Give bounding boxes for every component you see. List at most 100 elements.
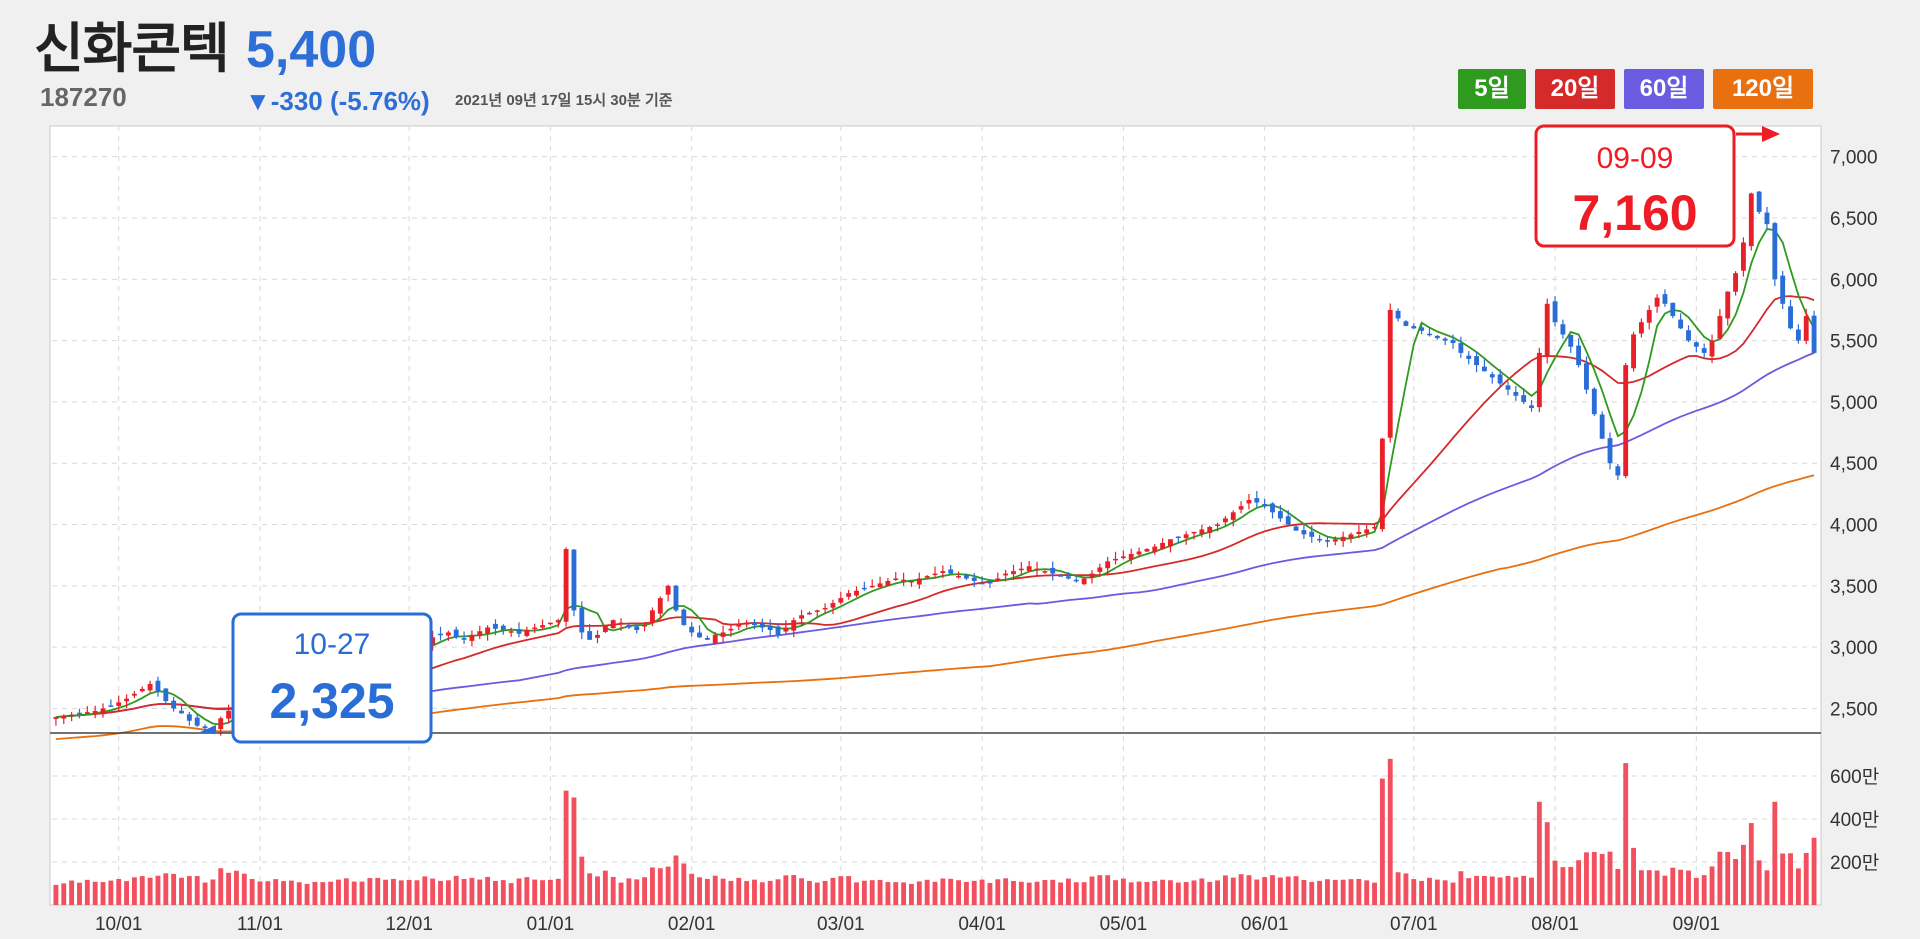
candle-body	[673, 585, 679, 611]
candle-body	[1654, 297, 1660, 307]
volume-bar	[406, 879, 412, 905]
candle-body	[1772, 223, 1778, 280]
volume-bar	[1034, 881, 1040, 905]
volume-bar	[500, 880, 506, 905]
candle-body	[485, 627, 491, 634]
candle-body	[155, 680, 161, 692]
candle-body	[1701, 348, 1707, 353]
candle-body	[516, 629, 522, 634]
candle-body	[477, 631, 483, 637]
volume-bar	[1497, 877, 1503, 905]
ma5-legend-button[interactable]: 5일	[1458, 69, 1526, 109]
volume-bar	[249, 879, 255, 905]
volume-bar	[1340, 879, 1346, 905]
ma60-legend-button[interactable]: 60일	[1624, 69, 1704, 109]
volume-bar	[414, 880, 420, 905]
volume-bar	[1450, 882, 1456, 905]
volume-bar	[657, 868, 663, 905]
candle-body	[854, 590, 859, 596]
candle-body	[1207, 526, 1213, 533]
volume-bar	[1364, 880, 1370, 905]
as-of-timestamp: 2021년 09년 17일 15시 30분 기준	[455, 92, 673, 109]
candle-body	[108, 705, 114, 707]
volume-bar	[375, 877, 381, 905]
time-tick-label: 08/01	[1531, 914, 1579, 935]
candle-body	[438, 633, 443, 636]
volume-bar	[179, 877, 184, 905]
volume-bar	[893, 882, 899, 905]
volume-bar	[1285, 876, 1291, 905]
volume-bar	[1105, 875, 1111, 905]
volume-bar	[1466, 878, 1472, 905]
candle-body	[1474, 356, 1480, 366]
ma120-legend-button[interactable]: 120일	[1713, 69, 1813, 109]
ma20-legend-button[interactable]: 20일	[1535, 69, 1615, 109]
volume-bar	[131, 877, 137, 905]
candle-body	[1120, 556, 1126, 559]
candle-body	[1168, 539, 1173, 547]
candle-body	[602, 625, 608, 632]
volume-bar	[1788, 853, 1793, 905]
volume-bar	[712, 875, 718, 905]
candle-body	[579, 607, 585, 633]
time-tick-label: 11/01	[237, 914, 283, 935]
volume-bars	[53, 758, 1817, 905]
volume-bar	[932, 881, 938, 905]
current-price: 5,400	[246, 21, 377, 79]
candle-body	[445, 632, 451, 636]
volume-bar	[1662, 875, 1668, 905]
volume-bar	[281, 881, 286, 905]
volume-bar	[901, 882, 907, 905]
volume-bar	[1042, 879, 1048, 905]
candle-body	[1144, 549, 1150, 552]
volume-bar	[650, 867, 655, 905]
volume-bar	[1780, 853, 1786, 905]
price-tick-label: 5,500	[1830, 332, 1878, 353]
candle-body	[116, 702, 122, 706]
volume-bar	[312, 881, 318, 905]
candle-body	[1489, 374, 1495, 378]
volume-bar	[775, 879, 781, 905]
candle-body	[1254, 498, 1260, 503]
volume-bar	[1489, 876, 1495, 905]
candle-body	[1717, 316, 1723, 339]
candle-body	[1403, 321, 1409, 326]
candle-body	[1607, 438, 1613, 464]
candle-body	[1419, 327, 1425, 331]
candle-body	[1348, 534, 1354, 539]
volume-bar	[1058, 882, 1064, 905]
candle-body	[1073, 579, 1079, 582]
volume-bar	[147, 877, 153, 905]
candle-body	[1293, 526, 1299, 531]
volume-bar	[979, 879, 985, 905]
candle-body	[1105, 561, 1111, 569]
volume-bar	[508, 883, 514, 905]
volume-bar	[1521, 875, 1527, 905]
candle-body	[704, 637, 710, 640]
candle-body	[1803, 316, 1809, 341]
candle-body	[1238, 506, 1244, 510]
candle-body	[822, 607, 828, 610]
volume-bar	[477, 879, 483, 905]
candle-body	[186, 714, 192, 721]
volume-bar	[806, 880, 812, 905]
volume-bar	[124, 881, 129, 905]
candle-body	[84, 712, 90, 714]
volume-bar	[1623, 763, 1629, 905]
candle-body	[508, 631, 514, 633]
candle-body	[1356, 531, 1362, 534]
volume-bar	[139, 876, 145, 905]
candle-body	[642, 625, 648, 627]
volume-bar	[1199, 878, 1205, 905]
candle-body	[1513, 391, 1519, 396]
candle-body	[838, 598, 844, 603]
volume-bar	[100, 882, 106, 905]
volume-bar	[1717, 851, 1723, 905]
candle-body	[1191, 531, 1197, 534]
candle-body	[1230, 512, 1236, 520]
volume-bar	[838, 876, 844, 905]
candle-body	[1011, 571, 1016, 575]
volume-bar	[720, 878, 726, 905]
volume-bar	[1065, 878, 1071, 905]
